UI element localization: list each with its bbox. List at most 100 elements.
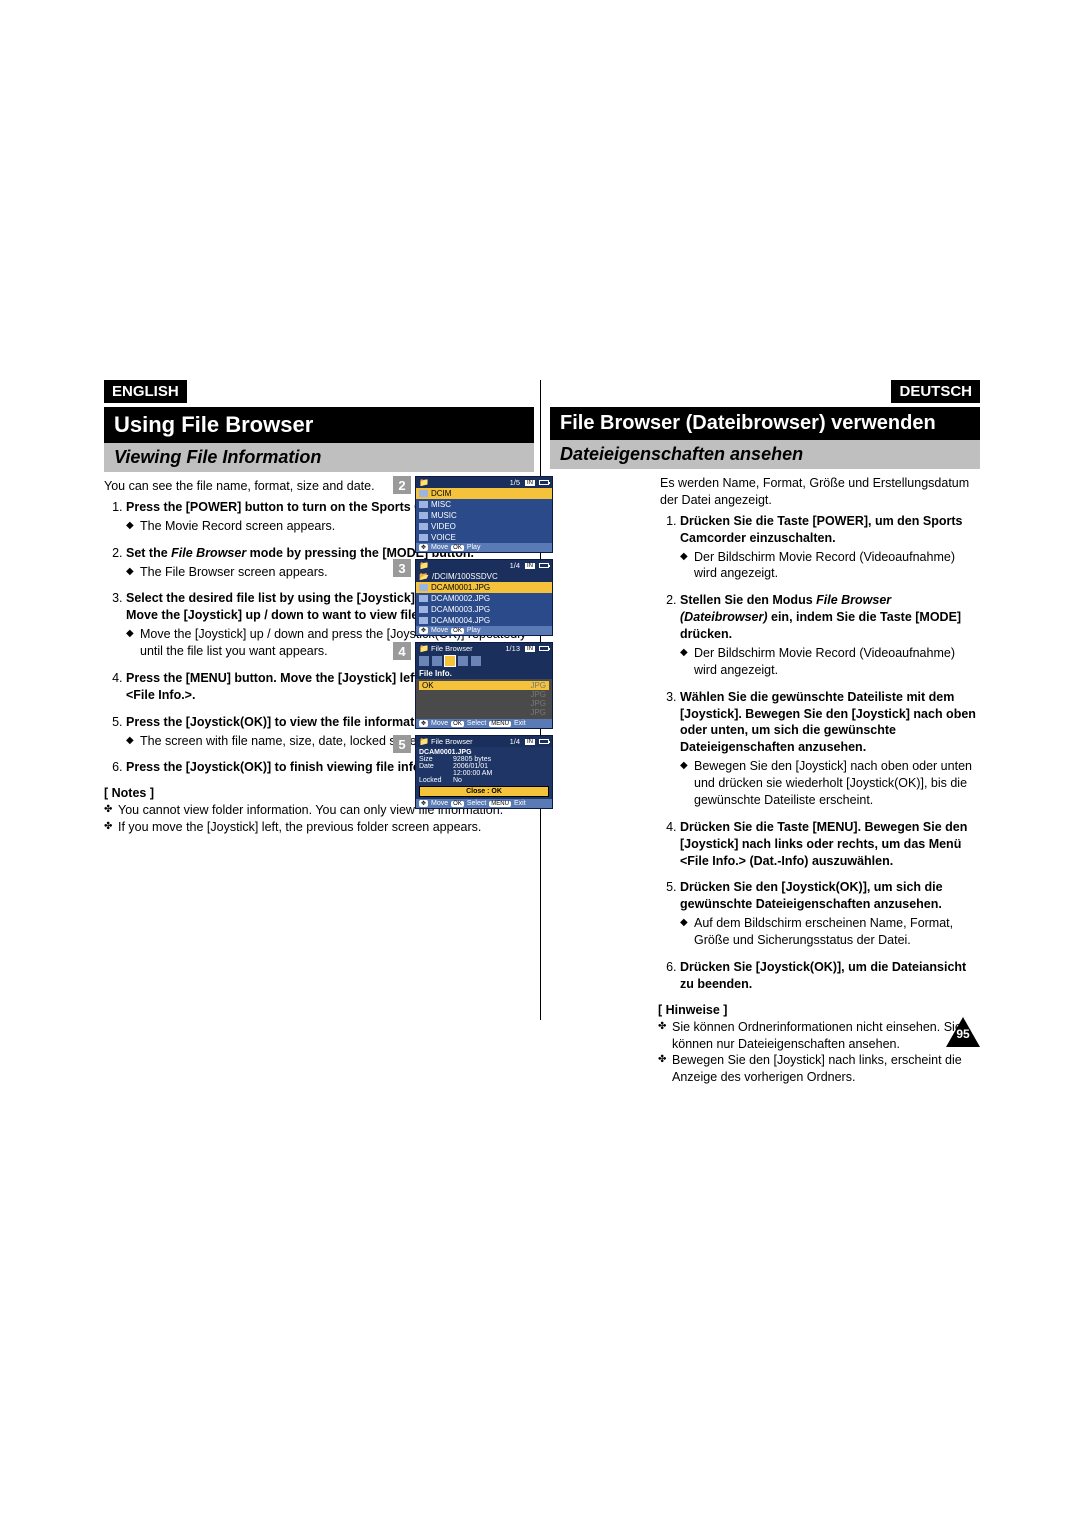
- battery-icon: [539, 480, 549, 485]
- screenshot-4: 4 📁 File Browser 1/13 IN File Info.: [393, 642, 553, 729]
- exit-label: Exit: [514, 800, 526, 807]
- joystick-icon: ✥: [419, 720, 428, 727]
- step-sub: Der Bildschirm Movie Record (Videoaufnah…: [680, 549, 980, 583]
- up-folder-icon: 📁: [419, 561, 429, 570]
- shot-title: File Browser: [431, 644, 473, 653]
- notes-label-german: [ Hinweise ]: [550, 1003, 980, 1017]
- up-folder-icon: 📁: [419, 478, 429, 487]
- menu-icon-selected: [445, 656, 455, 666]
- step-title: Stellen Sie den Modus File Browser (Date…: [680, 593, 961, 641]
- menu-icon: [471, 656, 481, 666]
- folder-icon: [419, 523, 428, 530]
- in-badge: IN: [525, 739, 535, 745]
- ok-label: OK: [422, 681, 434, 690]
- folder-icon: [419, 501, 428, 508]
- lang-row-de: DEUTSCH: [550, 380, 980, 403]
- ghost-ext: JPG: [530, 708, 546, 717]
- image-icon: [419, 606, 428, 613]
- note-item: If you move the [Joystick] left, the pre…: [104, 819, 534, 836]
- move-label: Move: [431, 720, 448, 727]
- list-item: VOICE: [431, 533, 456, 542]
- shot-title: File Browser: [431, 737, 473, 746]
- move-label: Move: [431, 627, 448, 634]
- step-prefix: Set the: [126, 546, 171, 560]
- step-title: Drücken Sie den [Joystick(OK)], um sich …: [680, 880, 943, 911]
- ok-icon: OK: [451, 721, 464, 727]
- shot-counter: 1/4: [510, 737, 520, 746]
- menu-key-icon: MENU: [489, 721, 511, 727]
- ghost-ext: JPG: [530, 699, 546, 708]
- play-label: Play: [467, 544, 481, 551]
- step-sub: Bewegen Sie den [Joystick] nach oben ode…: [680, 758, 980, 809]
- step-title: Press the [Joystick(OK)] to view the fil…: [126, 715, 436, 729]
- info-value: 12:00:00 AM: [453, 770, 492, 777]
- info-value: No: [453, 777, 462, 784]
- info-key: Size: [419, 756, 449, 763]
- title-german: File Browser (Dateibrowser) verwenden: [550, 407, 980, 440]
- list-item: VIDEO: [431, 522, 456, 531]
- menu-icon: [419, 656, 429, 666]
- list-item: DCAM0002.JPG: [431, 594, 490, 603]
- image-icon: [419, 595, 428, 602]
- info-value: 92805 bytes: [453, 756, 491, 763]
- info-key: [419, 770, 449, 777]
- menu-icon: [458, 656, 468, 666]
- in-badge: IN: [525, 646, 535, 652]
- step-sub: Der Bildschirm Movie Record (Videoaufnah…: [680, 645, 980, 679]
- in-badge: IN: [525, 563, 535, 569]
- shot-number: 3: [393, 559, 411, 577]
- joystick-icon: ✥: [419, 627, 428, 634]
- page-number: 95: [946, 1027, 980, 1041]
- list-item: DCIM: [431, 489, 451, 498]
- play-label: Play: [467, 627, 481, 634]
- close-button: Close : OK: [419, 786, 549, 797]
- folder-icon: [419, 534, 428, 541]
- ok-icon: OK: [451, 545, 464, 551]
- screenshot-2: 2 📁 1/5 IN DCIM MISC MUSIC VIDEO VOICE ✥…: [393, 476, 553, 553]
- battery-icon: [539, 563, 549, 568]
- note-item: Sie können Ordnerinformationen nicht ein…: [658, 1019, 980, 1053]
- shot-number: 4: [393, 642, 411, 660]
- step-title: Drücken Sie die Taste [POWER], um den Sp…: [680, 514, 962, 545]
- folder-icon: [419, 490, 428, 497]
- screenshot-stack: 2 📁 1/5 IN DCIM MISC MUSIC VIDEO VOICE ✥…: [393, 476, 553, 809]
- info-key: Locked: [419, 777, 449, 784]
- in-badge: IN: [525, 480, 535, 486]
- ghost-ext: JPG: [530, 690, 546, 699]
- list-item: DCAM0004.JPG: [431, 616, 490, 625]
- list-item: DCAM0003.JPG: [431, 605, 490, 614]
- german-column: DEUTSCH File Browser (Dateibrowser) verw…: [542, 380, 980, 1086]
- notes-german: Sie können Ordnerinformationen nicht ein…: [550, 1019, 980, 1087]
- lang-badge-german: DEUTSCH: [891, 380, 980, 403]
- step-title: Wählen Sie die gewünschte Dateiliste mit…: [680, 690, 976, 755]
- image-icon: [419, 584, 428, 591]
- menu-key-icon: MENU: [489, 801, 511, 807]
- step-italic: File Browser: [171, 546, 246, 560]
- joystick-icon: ✥: [419, 544, 428, 551]
- folder-icon: 📁: [419, 644, 429, 653]
- folder-icon: [419, 512, 428, 519]
- step-prefix: Stellen Sie den Modus: [680, 593, 816, 607]
- shot-counter: 1/4: [510, 561, 520, 570]
- joystick-icon: ✥: [419, 800, 428, 807]
- subtitle-english: Viewing File Information: [104, 443, 534, 472]
- path-label: /DCIM/100SSDVC: [432, 572, 498, 581]
- page-number-badge: 95: [946, 1017, 980, 1047]
- intro-german: Es werden Name, Format, Größe und Erstel…: [550, 469, 980, 513]
- list-item: MUSIC: [431, 511, 457, 520]
- shot-number: 2: [393, 476, 411, 494]
- list-item: DCAM0001.JPG: [431, 583, 490, 592]
- shot-number: 5: [393, 735, 411, 753]
- folder-icon: 📁: [419, 737, 429, 746]
- ok-icon: OK: [451, 801, 464, 807]
- shot-counter: 1/13: [505, 644, 520, 653]
- title-english: Using File Browser: [104, 407, 534, 443]
- battery-icon: [539, 739, 549, 744]
- step-sub: Auf dem Bildschirm erscheinen Name, Form…: [680, 915, 980, 949]
- select-label: Select: [467, 800, 486, 807]
- note-item: Bewegen Sie den [Joystick] nach links, e…: [658, 1052, 980, 1086]
- step-title: Drücken Sie die Taste [MENU]. Bewegen Si…: [680, 820, 967, 868]
- lang-badge-english: ENGLISH: [104, 380, 187, 403]
- battery-icon: [539, 646, 549, 651]
- image-icon: [419, 617, 428, 624]
